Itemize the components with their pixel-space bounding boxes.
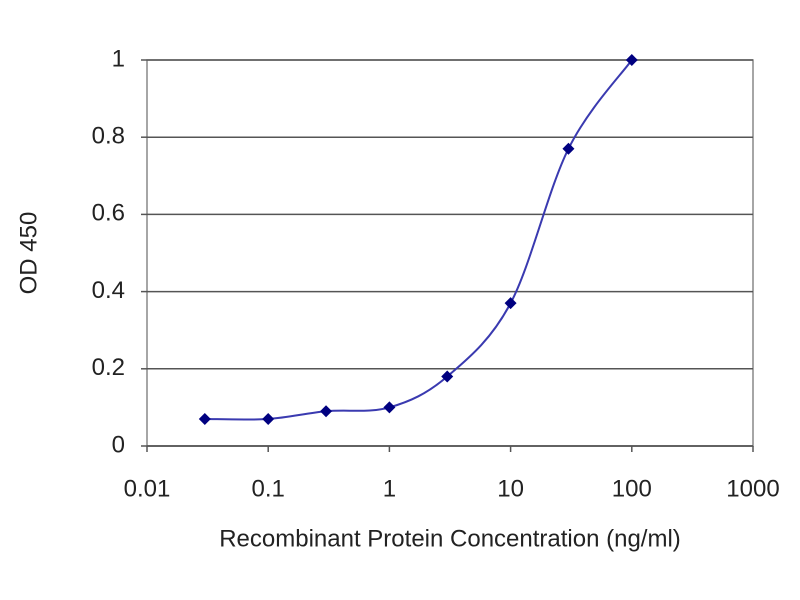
x-tick-label: 100 <box>612 475 652 502</box>
data-point <box>562 142 575 155</box>
y-axis-label: OD 450 <box>15 212 42 295</box>
y-tick-label: 0.2 <box>92 354 125 381</box>
data-point <box>383 401 396 414</box>
y-tick-label: 0.8 <box>92 123 125 150</box>
y-tick-label: 1 <box>112 45 125 72</box>
x-tick-label: 1000 <box>726 475 779 502</box>
data-point <box>198 412 211 425</box>
data-point <box>625 54 638 66</box>
plot-area <box>146 59 754 447</box>
y-tick-label: 0.4 <box>92 277 125 304</box>
data-point <box>320 405 333 418</box>
y-tick-label: 0.6 <box>92 200 125 227</box>
x-tick-label: 1 <box>383 475 396 502</box>
data-point <box>504 297 517 310</box>
x-tick-label: 0.01 <box>124 475 171 502</box>
x-tick-label: 10 <box>497 475 524 502</box>
data-point <box>441 370 454 383</box>
y-tick-label: 0 <box>112 431 125 458</box>
data-point <box>262 412 275 425</box>
x-tick-label: 0.1 <box>252 475 285 502</box>
x-axis-label: Recombinant Protein Concentration (ng/ml… <box>219 525 681 552</box>
